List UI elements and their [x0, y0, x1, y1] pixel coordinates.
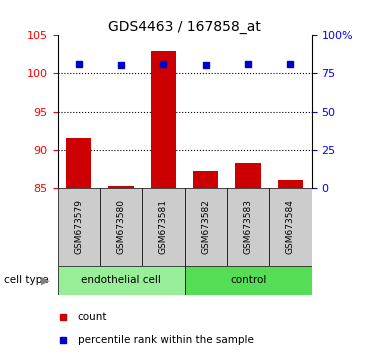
Bar [227, 188, 269, 266]
Text: endothelial cell: endothelial cell [81, 275, 161, 285]
Text: ▶: ▶ [41, 275, 49, 285]
Text: GSM673584: GSM673584 [286, 199, 295, 254]
Bar [58, 188, 100, 266]
Bar [185, 266, 312, 295]
Bar [108, 186, 134, 188]
Text: cell type: cell type [4, 275, 48, 285]
Bar [142, 188, 185, 266]
Text: GSM673579: GSM673579 [74, 199, 83, 254]
Text: GSM673580: GSM673580 [116, 199, 125, 254]
Text: GSM673581: GSM673581 [159, 199, 168, 254]
Text: control: control [230, 275, 266, 285]
Bar [278, 180, 303, 188]
Bar [269, 188, 312, 266]
Bar [236, 163, 261, 188]
Bar [58, 266, 185, 295]
Bar [151, 51, 176, 188]
Text: count: count [78, 312, 107, 322]
Title: GDS4463 / 167858_at: GDS4463 / 167858_at [108, 21, 261, 34]
Text: GSM673583: GSM673583 [244, 199, 253, 254]
Bar [193, 171, 219, 188]
Text: GSM673582: GSM673582 [201, 199, 210, 254]
Bar [100, 188, 142, 266]
Text: percentile rank within the sample: percentile rank within the sample [78, 335, 254, 345]
Bar [185, 188, 227, 266]
Bar [66, 138, 91, 188]
